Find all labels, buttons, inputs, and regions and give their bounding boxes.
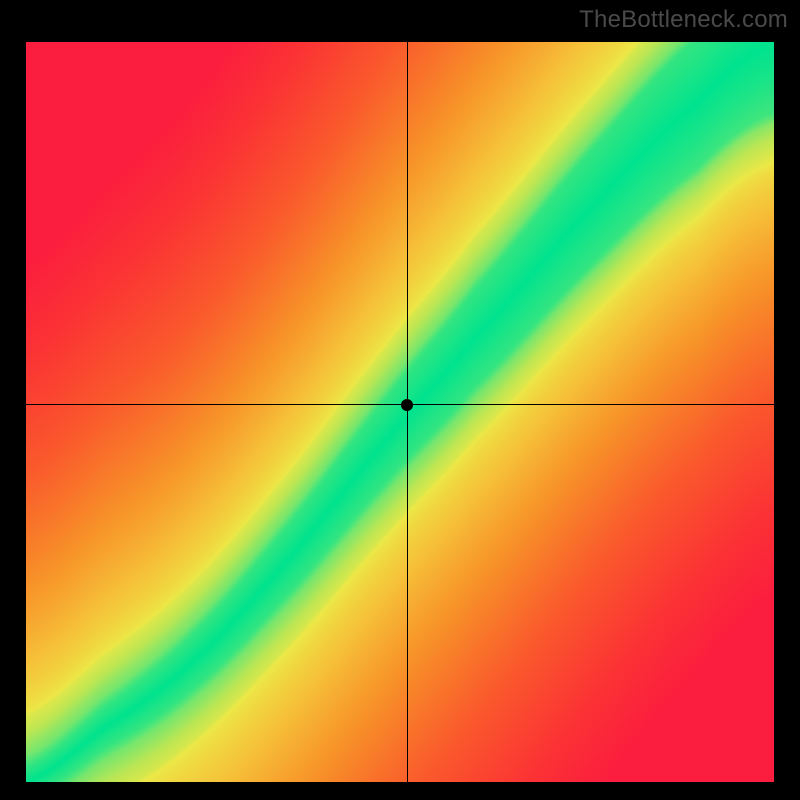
watermark-text: TheBottleneck.com — [579, 6, 788, 34]
crosshair-horizontal — [26, 404, 774, 405]
crosshair-vertical — [407, 42, 408, 782]
chart-container: TheBottleneck.com — [0, 0, 800, 800]
plot-area — [26, 42, 774, 782]
heatmap-canvas — [26, 42, 774, 782]
data-point-marker — [401, 399, 413, 411]
